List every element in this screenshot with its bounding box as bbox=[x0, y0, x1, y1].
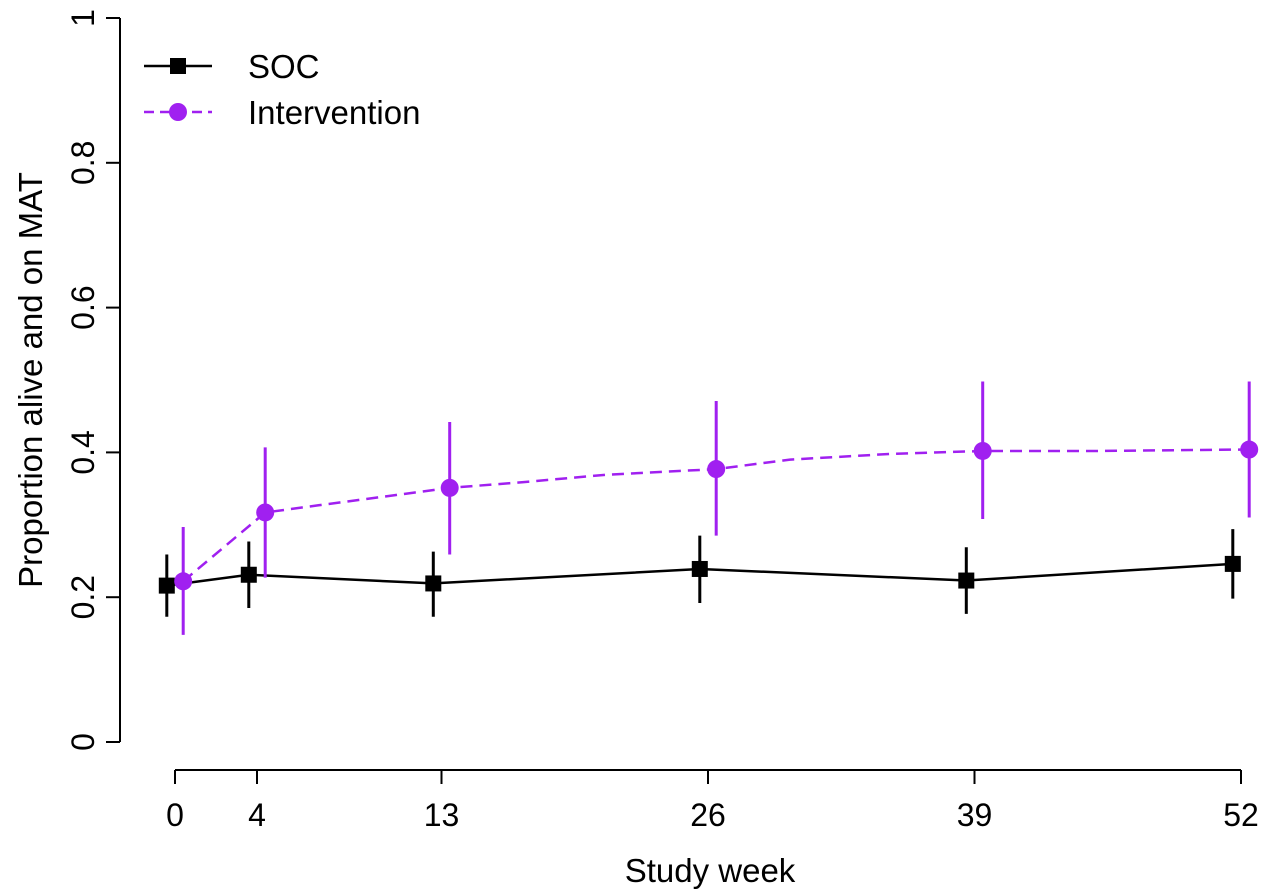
y-tick-label: 0.8 bbox=[65, 141, 101, 185]
data-point bbox=[425, 575, 442, 592]
y-tick-label: 0.4 bbox=[65, 430, 101, 474]
series-1 bbox=[174, 381, 1259, 635]
legend-marker bbox=[169, 103, 187, 121]
x-tick-label: 26 bbox=[690, 797, 726, 833]
legend-label: Intervention bbox=[248, 94, 420, 131]
legend-marker bbox=[170, 58, 186, 74]
x-tick-label: 13 bbox=[424, 797, 460, 833]
series-0 bbox=[158, 529, 1241, 617]
y-tick-label: 0.2 bbox=[65, 575, 101, 619]
x-tick-label: 52 bbox=[1223, 797, 1259, 833]
series-line bbox=[182, 448, 1250, 583]
x-tick-label: 39 bbox=[957, 797, 993, 833]
data-point bbox=[174, 572, 193, 591]
legend-item-1: Intervention bbox=[144, 94, 420, 131]
data-point bbox=[256, 503, 275, 522]
axes: 0 0.2 0.4 0.6 0.8 1 0 4 13 26 39 52 bbox=[65, 9, 1259, 833]
legend-item-0: SOC bbox=[144, 48, 320, 85]
x-axis-title: Study week bbox=[625, 852, 796, 889]
data-point bbox=[240, 566, 257, 583]
y-tick-label: 0 bbox=[65, 733, 101, 751]
legend-label: SOC bbox=[248, 48, 320, 85]
data-point bbox=[1224, 555, 1241, 572]
data-point bbox=[440, 478, 459, 497]
x-tick-label: 4 bbox=[248, 797, 266, 833]
data-point bbox=[707, 460, 726, 479]
series-layer bbox=[158, 381, 1259, 635]
x-tick-label: 0 bbox=[166, 797, 184, 833]
y-axis-title: Proportion alive and on MAT bbox=[12, 172, 49, 588]
data-point bbox=[158, 577, 175, 594]
data-point bbox=[691, 560, 708, 577]
data-point bbox=[1240, 440, 1259, 459]
data-point bbox=[958, 572, 975, 589]
legend: SOC Intervention bbox=[144, 48, 420, 131]
y-tick-label: 0.6 bbox=[65, 285, 101, 329]
series-line bbox=[166, 562, 1233, 587]
data-point bbox=[973, 441, 992, 460]
y-tick-label: 1 bbox=[65, 9, 101, 27]
